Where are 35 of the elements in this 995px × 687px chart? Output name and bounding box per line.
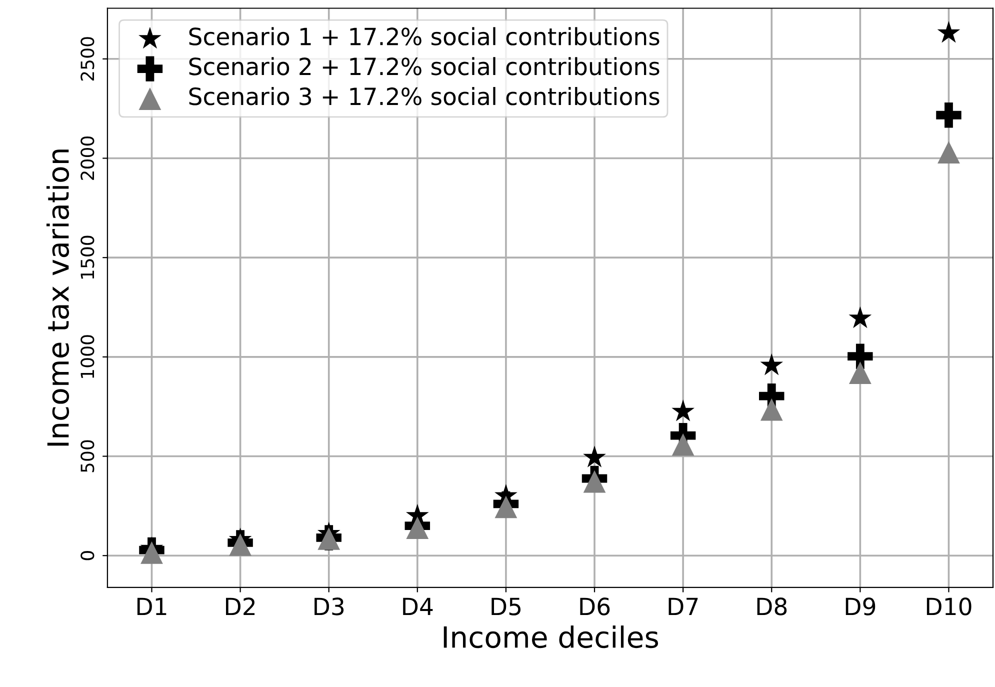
y-tick-label: 2000 — [80, 136, 94, 180]
point — [760, 398, 783, 421]
y-tick-label: 1000 — [80, 335, 94, 378]
point — [672, 400, 695, 422]
point — [494, 496, 518, 518]
point — [140, 541, 163, 564]
point — [937, 21, 960, 43]
x-tick-label: D5 — [492, 598, 520, 616]
legend-label: Scenario 3 + 17.2% social contributions — [189, 87, 660, 106]
x-tick-label: D10 — [926, 598, 972, 616]
legend-label: Scenario 2 + 17.2% social contributions — [189, 57, 660, 76]
point — [583, 470, 606, 493]
point — [938, 141, 960, 164]
y-tick-label: 0 — [80, 551, 94, 560]
x-tick-label: D2 — [226, 598, 255, 616]
x-tick-label: D6 — [580, 598, 610, 616]
x-tick-label: D7 — [668, 598, 698, 616]
point — [672, 433, 694, 456]
y-tick-label: 1500 — [80, 236, 94, 279]
x-tick-label: D1 — [137, 598, 166, 616]
x-tick-label: D9 — [846, 598, 876, 616]
x-axis-title: Income deciles — [444, 626, 658, 648]
y-axis-title: Income tax variation — [46, 150, 70, 446]
x-tick-label: D4 — [403, 598, 433, 616]
point — [848, 362, 872, 384]
y-tick-label: 500 — [80, 440, 94, 472]
point — [848, 344, 873, 369]
x-tick-label: D3 — [314, 598, 344, 616]
y-tick-label: 2500 — [80, 37, 94, 81]
point — [936, 102, 962, 128]
point — [760, 353, 784, 376]
point — [848, 306, 872, 328]
point — [583, 446, 606, 468]
x-tick-label: D8 — [757, 598, 787, 616]
legend-label: Scenario 1 + 17.2% social contributions — [189, 27, 660, 46]
